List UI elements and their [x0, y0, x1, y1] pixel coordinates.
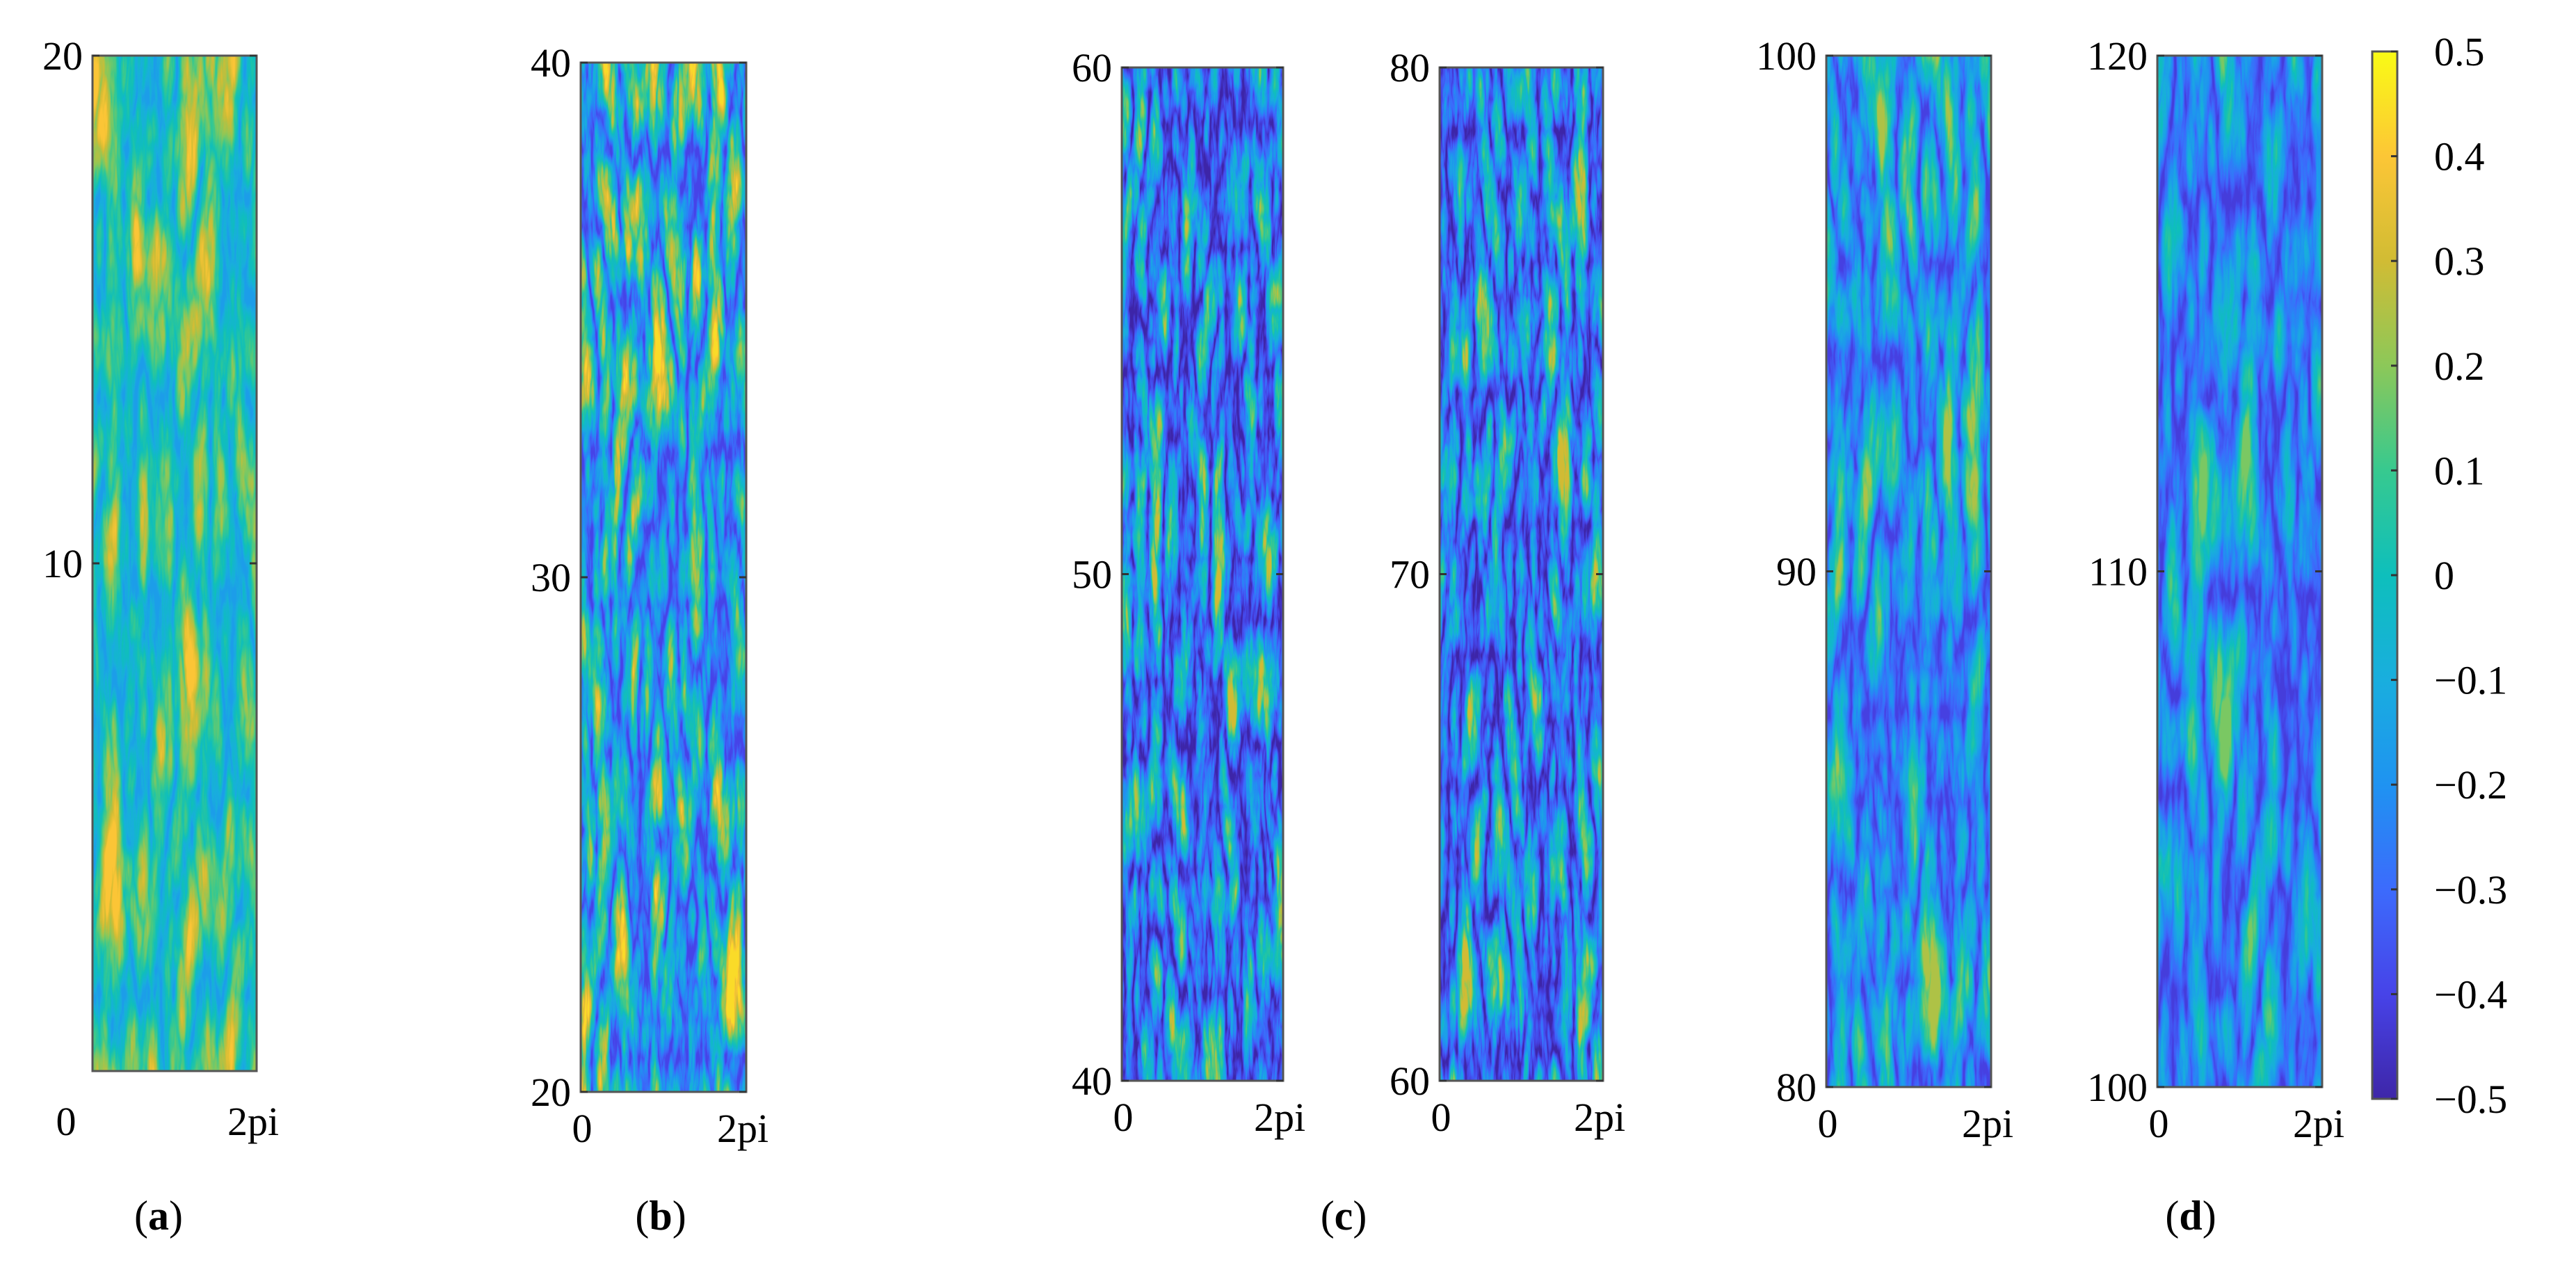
panel-letter-open-paren: (: [134, 1193, 148, 1239]
y-tick-label-d1-0: 80: [1776, 1065, 1817, 1110]
heatmap-field-d2: [2157, 56, 2322, 1087]
y-tick-label-d2-1: 110: [2088, 549, 2148, 595]
panel-letter-close-paren: ): [1353, 1193, 1367, 1239]
colorbar-tick-label-1: 0.4: [2434, 134, 2485, 179]
x-tick-label-a1-1: 2pi: [227, 1099, 279, 1144]
panel-letter-text: a: [148, 1193, 169, 1239]
heatmap-panel-c1: 40 50 60 0 2pi: [1072, 45, 1305, 1140]
heatmap-panel-a1: 1020002pi: [42, 33, 279, 1144]
colorbar-tick-label-10: −0.5: [2434, 1077, 2507, 1122]
colorbar-tick-label-8: −0.3: [2434, 867, 2507, 912]
y-tick-label-c2-0: 60: [1390, 1059, 1430, 1104]
x-tick-label-b1-1: 2pi: [717, 1106, 768, 1151]
colorbar-tick-label-5: 0: [2434, 553, 2454, 598]
panel-letter-open-paren: (: [2165, 1193, 2179, 1239]
x-tick-label-d2-0: 0: [2149, 1101, 2169, 1146]
x-tick-label-c1-0: 0: [1113, 1095, 1134, 1140]
x-tick-label-c1-1: 2pi: [1254, 1095, 1305, 1140]
x-tick-label-d2-1: 2pi: [2293, 1101, 2344, 1146]
panel-letter-d: (d): [2165, 1193, 2216, 1239]
panel-letters: (a) (b) (c) (d): [134, 1193, 2216, 1239]
heatmap-panel-b1: 20 30 40 0 2pi: [531, 40, 768, 1151]
y-tick-label-c2-2: 80: [1390, 45, 1430, 90]
y-tick-label-d1-2: 100: [1756, 33, 1817, 79]
x-tick-label-d1-1: 2pi: [1962, 1101, 2013, 1146]
y-tick-label-c1-2: 60: [1072, 45, 1112, 90]
panel-letter-close-paren: ): [2203, 1193, 2216, 1239]
y-tick-label-a1-1: 20: [42, 33, 83, 79]
panel-letter-open-paren: (: [635, 1193, 649, 1239]
y-origin-label-a1: 0: [56, 1099, 77, 1144]
colorbar-tick-label-2: 0.3: [2434, 239, 2485, 284]
x-tick-label-b1-0: 0: [572, 1106, 593, 1151]
panel-letter-c: (c): [1321, 1193, 1367, 1239]
y-tick-label-c2-1: 70: [1390, 552, 1430, 597]
y-tick-label-a1-0: 10: [42, 541, 83, 586]
heatmap-field-d1: [1826, 56, 1991, 1087]
colorbar-tick-label-7: −0.2: [2434, 762, 2507, 807]
heatmap-field-b1: [581, 63, 746, 1092]
heatmap-field-c2: [1440, 67, 1603, 1081]
heatmap-panel-c2: 60 70 80 0 2pi: [1390, 45, 1625, 1140]
colorbar-tick-label-4: 0.1: [2434, 448, 2485, 493]
heatmap-field-a1: [92, 56, 257, 1071]
y-tick-label-d1-1: 90: [1776, 549, 1817, 595]
panel-letter-a: (a): [134, 1193, 183, 1239]
x-tick-label-d1-0: 0: [1818, 1101, 1838, 1146]
panel-letter-close-paren: ): [169, 1193, 183, 1239]
colorbar-tick-label-3: 0.2: [2434, 344, 2485, 389]
panel-letter-open-paren: (: [1321, 1193, 1335, 1239]
panel-letter-close-paren: ): [673, 1193, 686, 1239]
y-tick-label-d2-0: 100: [2087, 1065, 2148, 1110]
colorbar-tick-label-0: 0.5: [2434, 29, 2485, 74]
colorbar-tick-label-9: −0.4: [2434, 972, 2507, 1017]
panel-letter-text: b: [649, 1193, 672, 1239]
x-tick-label-c2-0: 0: [1431, 1095, 1451, 1140]
y-tick-label-c1-0: 40: [1072, 1059, 1112, 1104]
heatmap-panel-d2: 100 110 120 0 2pi: [2087, 33, 2344, 1146]
y-tick-label-b1-1: 30: [531, 555, 571, 600]
y-tick-label-b1-0: 20: [531, 1070, 571, 1115]
x-tick-label-c2-1: 2pi: [1574, 1095, 1625, 1140]
colorbar: 0.5 0.4 0.3 0.2 0.1 0 −0.1 −0.2 −0.3 −0.4 −0.5: [2371, 29, 2507, 1122]
colorbar-tick-label-6: −0.1: [2434, 658, 2507, 703]
panel-letter-text: d: [2179, 1193, 2202, 1239]
y-tick-label-d2-2: 120: [2087, 33, 2148, 79]
heatmap-panels: 1020002pi20304002pi40506002pi60708002pi8…: [42, 33, 2344, 1151]
y-tick-label-c1-1: 50: [1072, 552, 1112, 597]
heatmap-field-c1: [1122, 67, 1283, 1081]
panel-letter-b: (b): [635, 1193, 686, 1239]
panel-letter-text: c: [1335, 1193, 1353, 1239]
y-tick-label-b1-2: 40: [531, 40, 571, 86]
heatmap-panel-d1: 80 90 100 0 2pi: [1756, 33, 2013, 1146]
